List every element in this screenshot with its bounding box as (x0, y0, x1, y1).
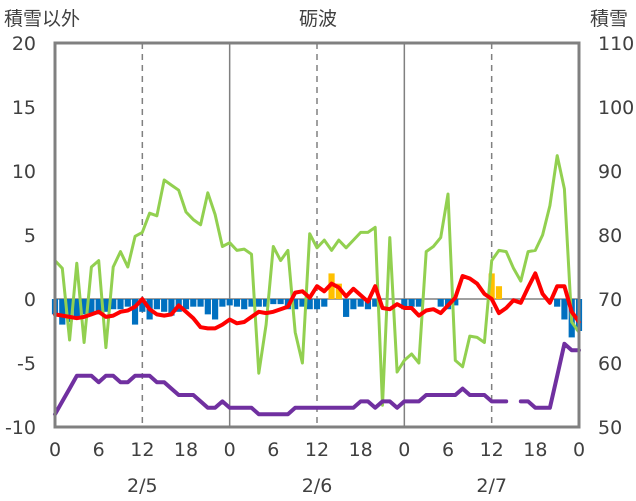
right-y-tick-label: 60 (598, 353, 622, 375)
left-y-tick-label: -10 (5, 417, 36, 439)
left-axis-label: 積雪以外 (4, 8, 80, 30)
precip-bar (277, 299, 284, 305)
precip-bar (219, 299, 226, 307)
precip-bar (59, 299, 66, 325)
date-label: 2/6 (302, 475, 333, 497)
precip-bar (350, 299, 357, 310)
precip-bar (437, 299, 444, 307)
precip-bar (299, 299, 306, 307)
x-tick-label: 6 (442, 439, 454, 461)
precip-bar (117, 299, 124, 310)
right-y-tick-label: 100 (598, 97, 634, 119)
precip-bar (372, 299, 379, 307)
x-tick-label: 18 (349, 439, 373, 461)
precip-bar (292, 299, 299, 310)
right-axis-label: 積雪 (590, 8, 628, 30)
precip-bar (488, 273, 495, 299)
precip-bar (102, 299, 110, 312)
precip-bar (248, 299, 255, 307)
left-y-tick-label: 10 (12, 161, 36, 183)
precip-bar (306, 299, 313, 310)
chart-title: 砺波 (299, 8, 337, 30)
precip-bar (190, 299, 197, 307)
left-y-tick-label: 15 (12, 97, 36, 119)
purple-series-line (53, 341, 581, 417)
precip-bar (313, 299, 321, 310)
date-label: 2/7 (476, 475, 507, 497)
red-series-line (53, 271, 581, 331)
plot-frame (53, 41, 581, 429)
x-tick-label: 12 (480, 439, 504, 461)
precip-bar (226, 299, 233, 306)
precip-bar (321, 299, 328, 307)
precip-bar (335, 283, 342, 299)
precip-bar (161, 299, 168, 312)
x-tick-label: 0 (49, 439, 61, 461)
precip-bar (262, 299, 270, 307)
precip-bar (182, 299, 190, 310)
precip-bar (233, 299, 241, 307)
precip-bar (153, 299, 160, 310)
left-y-tick-label: 0 (24, 289, 36, 311)
x-tick-label: 6 (93, 439, 105, 461)
precip-bar (255, 299, 262, 307)
right-y-tick-label: 80 (598, 225, 622, 247)
x-tick-label: 18 (523, 439, 547, 461)
precip-bar (495, 286, 503, 299)
green-series-line (53, 154, 581, 407)
precip-bar (81, 299, 88, 315)
x-tick-label: 12 (305, 439, 329, 461)
left-y-tick-label: -5 (17, 353, 36, 375)
left-y-tick-label: 20 (12, 33, 36, 55)
precip-bar (168, 299, 175, 316)
x-tick-label: 0 (398, 439, 410, 461)
precip-bar (131, 299, 139, 325)
precip-bar (401, 299, 408, 310)
precip-bar (561, 299, 568, 320)
precip-bar (554, 299, 561, 307)
right-y-tick-label: 50 (598, 417, 622, 439)
precip-bar (241, 299, 248, 310)
precip-bar (88, 299, 95, 314)
precip-bar (110, 299, 117, 310)
precip-bar (139, 299, 146, 312)
precip-bar (408, 299, 415, 307)
precip-bar (204, 299, 211, 315)
precip-bar (343, 299, 350, 317)
x-tick-label: 12 (130, 439, 154, 461)
right-y-tick-label: 110 (598, 33, 634, 55)
x-tick-label: 0 (573, 439, 585, 461)
x-tick-label: 6 (267, 439, 279, 461)
precip-bar (95, 299, 102, 315)
precip-bar (124, 299, 131, 307)
x-tick-label: 18 (174, 439, 198, 461)
precip-bar (364, 299, 372, 310)
x-tick-label: 0 (224, 439, 236, 461)
left-y-tick-label: 5 (24, 225, 36, 247)
precip-bar (452, 299, 459, 306)
right-y-tick-label: 90 (598, 161, 622, 183)
date-label: 2/5 (127, 475, 158, 497)
precip-bar (212, 299, 219, 320)
precip-bar (270, 299, 277, 305)
precip-bar (66, 299, 73, 323)
precip-bar (73, 299, 80, 320)
precip-bar (415, 299, 422, 307)
precip-bar (197, 299, 204, 307)
precip-bar (357, 299, 364, 307)
right-y-tick-label: 70 (598, 289, 622, 311)
